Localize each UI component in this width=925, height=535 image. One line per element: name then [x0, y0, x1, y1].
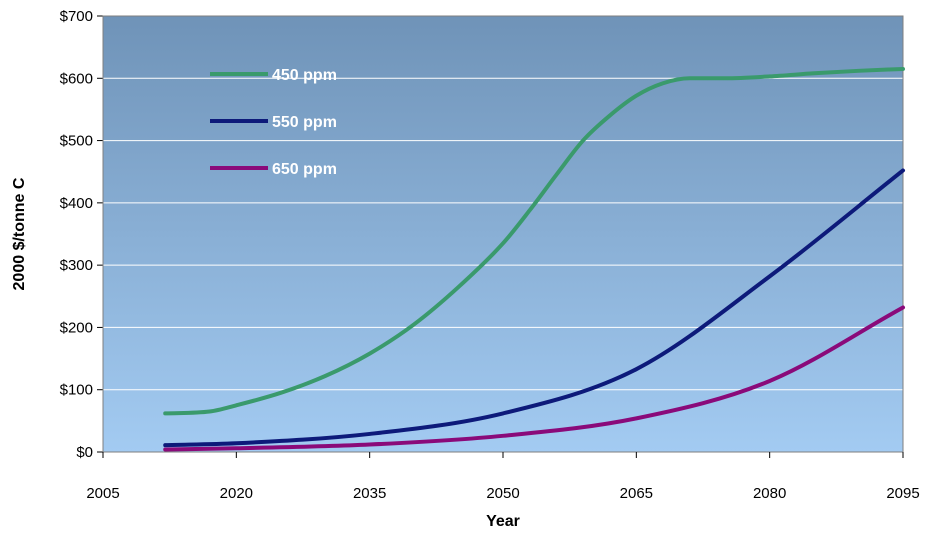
- y-tick-label: $400: [60, 195, 93, 212]
- x-tick-label: 2005: [86, 485, 119, 502]
- tick-labels: $0 $100 $200 $300 $400 $500 $600 $700 2005 2020 20…: [60, 8, 920, 502]
- plot-area: [103, 16, 903, 452]
- y-axis-title: 2000 $/tonne C: [11, 177, 28, 290]
- x-axis-title: Year: [486, 513, 520, 530]
- legend-label-650-ppm: 650 ppm: [272, 161, 337, 178]
- axes: [97, 15, 904, 458]
- y-tick-label: $600: [60, 70, 93, 87]
- y-tick-label: $200: [60, 319, 93, 336]
- series-line-650-ppm: [163, 305, 905, 452]
- y-tick-label: $0: [76, 444, 93, 461]
- x-tick-label: 2020: [220, 485, 253, 502]
- series-line-550-ppm: [163, 168, 905, 448]
- legend: 450 ppm 550 ppm 650 ppm: [210, 67, 337, 178]
- y-tick-label: $100: [60, 382, 93, 399]
- legend-label-550-ppm: 550 ppm: [272, 114, 337, 131]
- series-line-450-ppm: [163, 66, 905, 416]
- y-tick-label: $700: [60, 8, 93, 25]
- y-tick-label: $500: [60, 133, 93, 150]
- x-tick-label: 2065: [620, 485, 653, 502]
- x-tick-label: 2095: [886, 485, 919, 502]
- legend-label-450-ppm: 450 ppm: [272, 67, 337, 84]
- series-layer: [163, 66, 905, 452]
- y-tick-label: $300: [60, 257, 93, 274]
- x-tick-label: 2035: [353, 485, 386, 502]
- x-tick-label: 2050: [486, 485, 519, 502]
- x-tick-label: 2080: [753, 485, 786, 502]
